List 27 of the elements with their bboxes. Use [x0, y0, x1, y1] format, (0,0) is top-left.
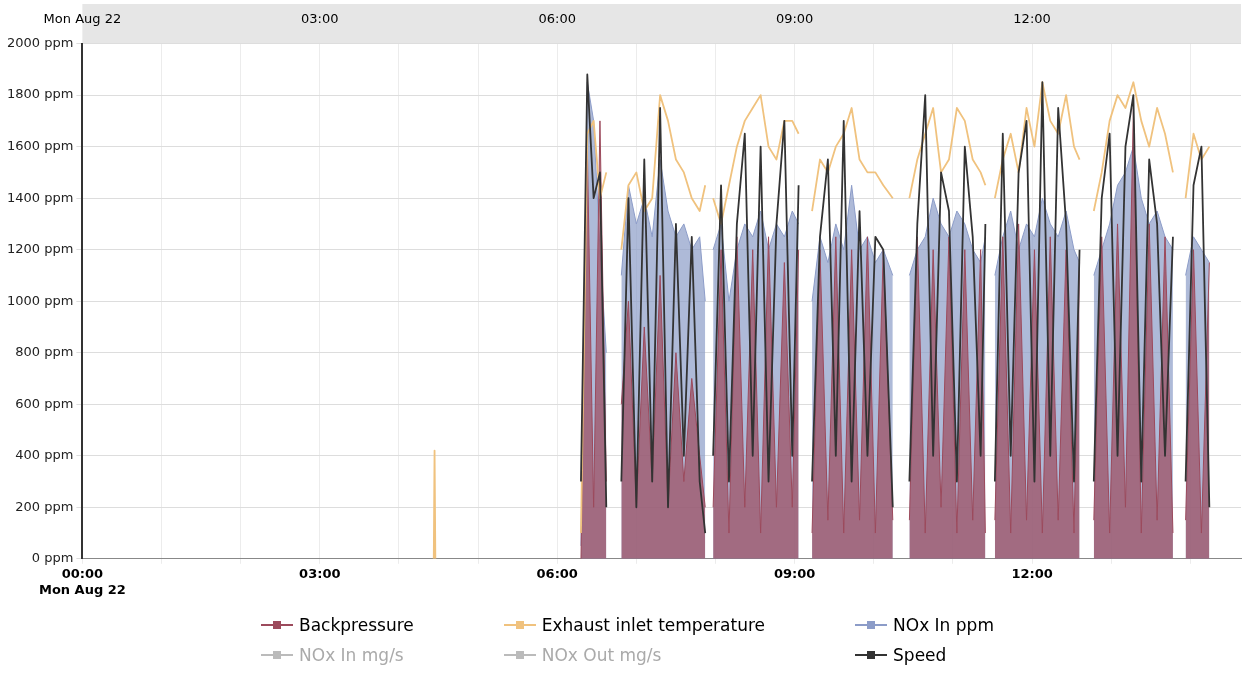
y-tick-label: 800 ppm — [15, 344, 74, 360]
y-tick-label: 1800 ppm — [6, 86, 74, 102]
x2-tick-label: 09:00 — [775, 11, 814, 27]
y-tick-label: 0 ppm — [31, 550, 74, 566]
legend-label: Backpressure — [299, 615, 414, 635]
y-tick-label: 400 ppm — [15, 447, 74, 463]
y-tick-label: 1600 ppm — [6, 138, 74, 154]
legend-label: NOx Out mg/s — [541, 645, 662, 665]
x2-tick-label: 03:00 — [301, 11, 339, 27]
x-tick-label: 03:00 — [299, 565, 341, 581]
y-tick-label: 1200 ppm — [6, 241, 74, 257]
x-tick-label: 09:00 — [773, 565, 816, 581]
x2-tick-label: Mon Aug 22 — [43, 11, 122, 27]
x2-tick-label: 06:00 — [538, 11, 576, 27]
x-tick-label: 00:00 Mon Aug 22 — [38, 565, 126, 597]
x-tick-label: 06:00 — [536, 565, 578, 581]
y-tick-label: 600 ppm — [15, 395, 74, 411]
x2-tick-label: 12:00 — [1013, 11, 1051, 27]
legend-label: Exhaust inlet temperature — [541, 615, 766, 635]
legend-label: NOx In mg/s — [299, 645, 404, 665]
y-tick-label: 2000 ppm — [6, 34, 74, 50]
y-tick-label: 200 ppm — [15, 498, 74, 514]
legend-label: NOx In ppm — [893, 615, 994, 635]
legend-label: Speed — [893, 645, 947, 665]
y-tick-label: 1400 ppm — [6, 189, 74, 205]
y-tick-label: 1000 ppm — [6, 292, 74, 308]
x-tick-label: 12:00 — [1011, 565, 1053, 581]
